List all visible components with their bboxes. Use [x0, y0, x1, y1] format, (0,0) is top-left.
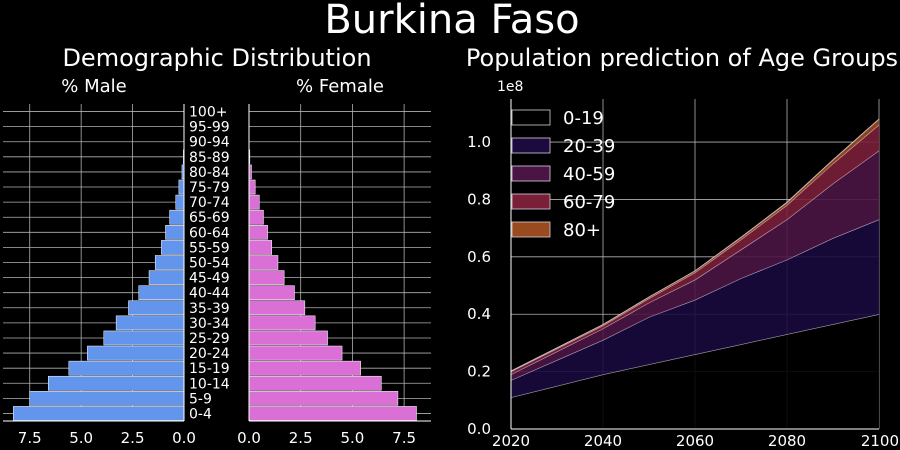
age-group-label: 55-59: [189, 240, 230, 256]
male-x-tick-label: 2.5: [121, 429, 145, 447]
age-group-label: 10-14: [189, 376, 230, 392]
female-bar: [248, 330, 328, 346]
area-x-tick-label: 2020: [492, 432, 530, 450]
age-group-label: 30-34: [189, 316, 230, 332]
pyramid-title: Demographic Distribution: [62, 44, 371, 72]
female-bar: [248, 179, 256, 195]
age-group-labels: 0-45-910-1415-1920-2425-2930-3435-3940-4…: [189, 105, 230, 423]
area-40-59: [511, 150, 879, 381]
legend-label: 20-39: [563, 136, 615, 157]
female-bar: [248, 240, 272, 255]
area-x-tick-label: 2040: [584, 432, 622, 450]
age-group-label: 40-44: [189, 286, 230, 302]
age-group-label: 20-24: [189, 346, 230, 362]
age-group-label: 70-74: [189, 195, 230, 211]
male-bar: [29, 391, 185, 406]
age-group-label: 60-64: [189, 225, 230, 241]
age-group-label: 25-29: [189, 331, 230, 347]
age-group-label: 90-94: [189, 135, 230, 151]
area-80-plus-edge: [510, 118, 880, 372]
female-x-tick-label: 0.0: [237, 429, 261, 447]
male-bar: [154, 255, 185, 270]
female-bar: [248, 255, 279, 270]
age-group-label: 50-54: [189, 256, 230, 272]
female-bar: [248, 270, 285, 285]
figure-title: Burkina Faso: [324, 0, 579, 43]
male-bar: [161, 240, 185, 255]
male-bar: [13, 406, 185, 421]
male-bar: [169, 209, 185, 225]
area-0-19: [511, 314, 879, 429]
male-bar: [138, 285, 185, 300]
female-bar: [248, 315, 316, 331]
age-group-label: 80-84: [189, 165, 230, 181]
age-group-label: 5-9: [189, 391, 212, 407]
legend: 0-19 20-39 40-59 60-79 80+: [511, 108, 615, 241]
male-bar: [178, 179, 185, 195]
legend-swatch: [511, 193, 551, 210]
legend-label: 80+: [563, 220, 601, 241]
female-bar-panel: 0.0 2.5 5.0 7.5: [237, 104, 431, 447]
female-bar: [248, 194, 260, 210]
area-y-tick-label: 0.4: [467, 305, 491, 323]
male-bar: [115, 315, 185, 331]
age-group-label: 45-49: [189, 271, 230, 287]
area-x-tick-label: 2100: [861, 432, 899, 450]
legend-label: 0-19: [563, 108, 604, 129]
male-bar: [103, 330, 185, 346]
female-bar: [248, 209, 264, 225]
legend-swatch: [511, 165, 551, 182]
female-bar: [248, 375, 382, 391]
age-group-label: 100+: [189, 105, 227, 121]
area-y-tick-label: 0.0: [467, 420, 491, 438]
age-group-label: 15-19: [189, 361, 230, 377]
female-bar: [248, 345, 343, 361]
male-bar: [148, 270, 185, 285]
age-group-label: 65-69: [189, 210, 230, 226]
female-subtitle: % Female: [296, 76, 384, 97]
legend-swatch: [511, 221, 551, 238]
y-scale-label: 1e8: [497, 79, 523, 95]
female-bar: [248, 225, 268, 240]
male-x-tick-label: 5.0: [69, 429, 93, 447]
male-bar: [68, 360, 185, 376]
legend-swatch: [511, 109, 551, 126]
area-y-tick-label: 1.0: [467, 133, 491, 151]
legend-swatch: [511, 137, 551, 154]
female-bar: [248, 285, 295, 300]
male-bar-panel: 7.5 5.0 2.5 0.0: [3, 104, 196, 447]
legend-label: 40-59: [563, 164, 615, 185]
area-x-tick-label: 2060: [676, 432, 714, 450]
female-bar: [248, 391, 399, 406]
age-group-label: 95-99: [189, 120, 230, 136]
age-group-label: 75-79: [189, 180, 230, 196]
area-x-tick-label: 2080: [768, 432, 806, 450]
male-x-tick-label: 0.0: [172, 429, 196, 447]
male-bar: [128, 300, 185, 316]
male-bar: [87, 345, 185, 361]
area-20-39: [511, 219, 879, 398]
male-bar: [175, 194, 185, 210]
area-y-tick-label: 0.2: [467, 363, 491, 381]
age-group-label: 0-4: [189, 406, 212, 422]
female-x-tick-label: 5.0: [340, 429, 364, 447]
female-bar: [248, 360, 361, 376]
male-subtitle: % Male: [61, 76, 126, 97]
legend-label: 60-79: [563, 192, 615, 213]
male-x-tick-label: 7.5: [18, 429, 42, 447]
area-chart-title: Population prediction of Age Groups: [466, 44, 898, 72]
age-group-label: 85-89: [189, 150, 230, 166]
male-bar: [48, 375, 185, 391]
male-bar: [165, 225, 185, 240]
area-y-tick-label: 0.8: [467, 190, 491, 208]
female-bar: [248, 300, 306, 316]
area-y-tick-label: 0.6: [467, 248, 491, 266]
female-bar: [248, 406, 417, 421]
female-x-tick-label: 2.5: [289, 429, 313, 447]
area-chart-panel: 0.0 0.2 0.4 0.6 0.8 1.0 2020 2040 2060 2080 2100: [467, 99, 899, 450]
female-x-tick-label: 7.5: [392, 429, 416, 447]
age-group-label: 35-39: [189, 301, 230, 317]
